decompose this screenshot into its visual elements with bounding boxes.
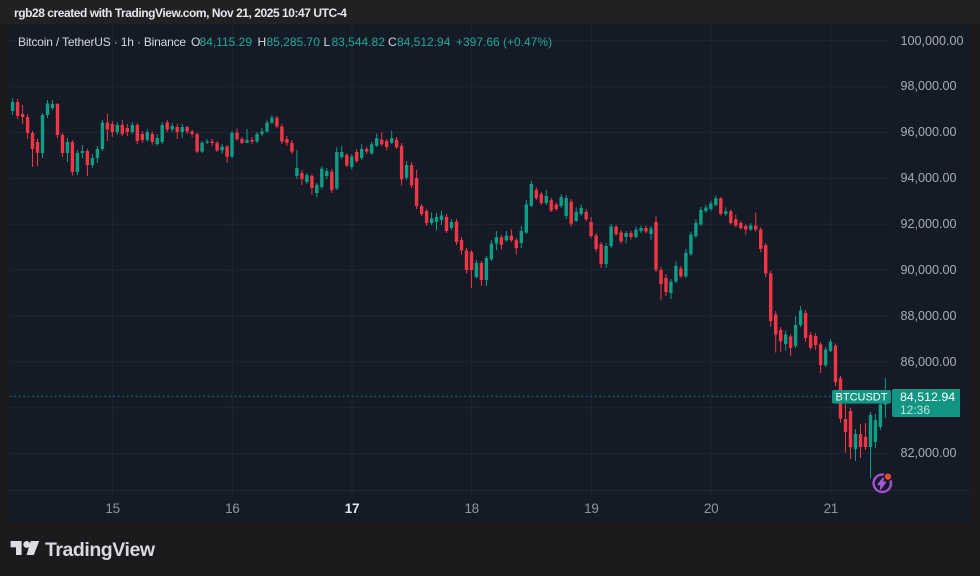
svg-text:BTCUSDT: BTCUSDT <box>836 391 888 403</box>
